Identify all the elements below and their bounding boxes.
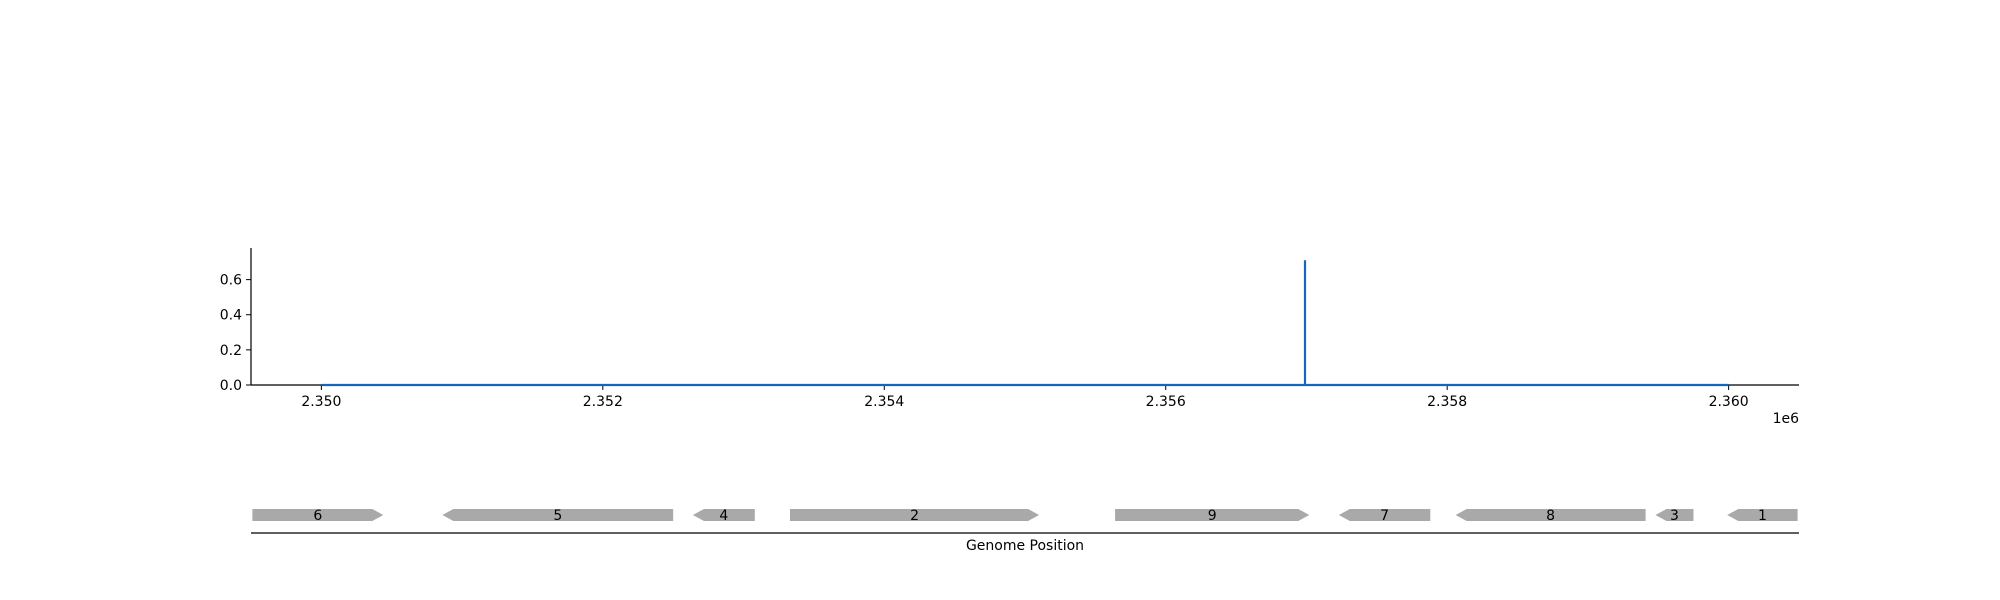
- gene-label: 7: [1380, 508, 1389, 524]
- gene-label: 3: [1670, 508, 1679, 524]
- gene-label: 4: [719, 508, 728, 524]
- coverage-plot: 0.00.20.40.6 2.350 2.352 2.354 2.356 2.358 2.…: [220, 248, 1799, 427]
- x-tick-label: 2.358: [1427, 394, 1467, 410]
- y-tick-label: 0.4: [220, 308, 242, 324]
- coverage-series-line: [321, 260, 1729, 387]
- gene-label: 2: [910, 508, 919, 524]
- x-axis-offset-label: 1e6: [1773, 411, 1800, 427]
- x-tick-label: 2.350: [301, 394, 341, 410]
- gene-arrow: [1338, 509, 1431, 521]
- gene-arrow: [1655, 509, 1694, 521]
- x-axis-ticks: 2.350 2.352 2.354 2.356 2.358 2.360: [301, 385, 1749, 410]
- y-tick-label: 0.6: [220, 273, 242, 289]
- y-axis-ticks: 0.0 0.2 0.4 0.6: [220, 273, 251, 394]
- x-tick-label: 2.352: [583, 394, 623, 410]
- x-tick-label: 2.354: [864, 394, 904, 410]
- y-tick-label: 0.0: [220, 378, 242, 394]
- gene-arrow: [1115, 509, 1310, 521]
- gene-arrow: [789, 509, 1040, 521]
- gene-track-xlabel: Genome Position: [966, 538, 1084, 554]
- gene-arrow: [252, 509, 384, 521]
- gene-label: 5: [553, 508, 562, 524]
- gene-arrow: [1455, 509, 1646, 521]
- gene-arrows: 6 5 4 2 9 7 8 3 1: [252, 508, 1798, 524]
- gene-arrow: [442, 509, 674, 521]
- gene-track: 6 5 4 2 9 7 8 3 1 Genome Position: [251, 508, 1799, 554]
- gene-label: 6: [313, 508, 322, 524]
- gene-arrow: [1727, 509, 1798, 521]
- gene-label: 1: [1758, 508, 1767, 524]
- x-tick-label: 2.360: [1709, 394, 1749, 410]
- gene-label: 9: [1208, 508, 1217, 524]
- gene-arrow: [692, 509, 755, 521]
- y-tick-label: 0.2: [220, 343, 242, 359]
- gene-label: 8: [1546, 508, 1555, 524]
- x-tick-label: 2.356: [1146, 394, 1186, 410]
